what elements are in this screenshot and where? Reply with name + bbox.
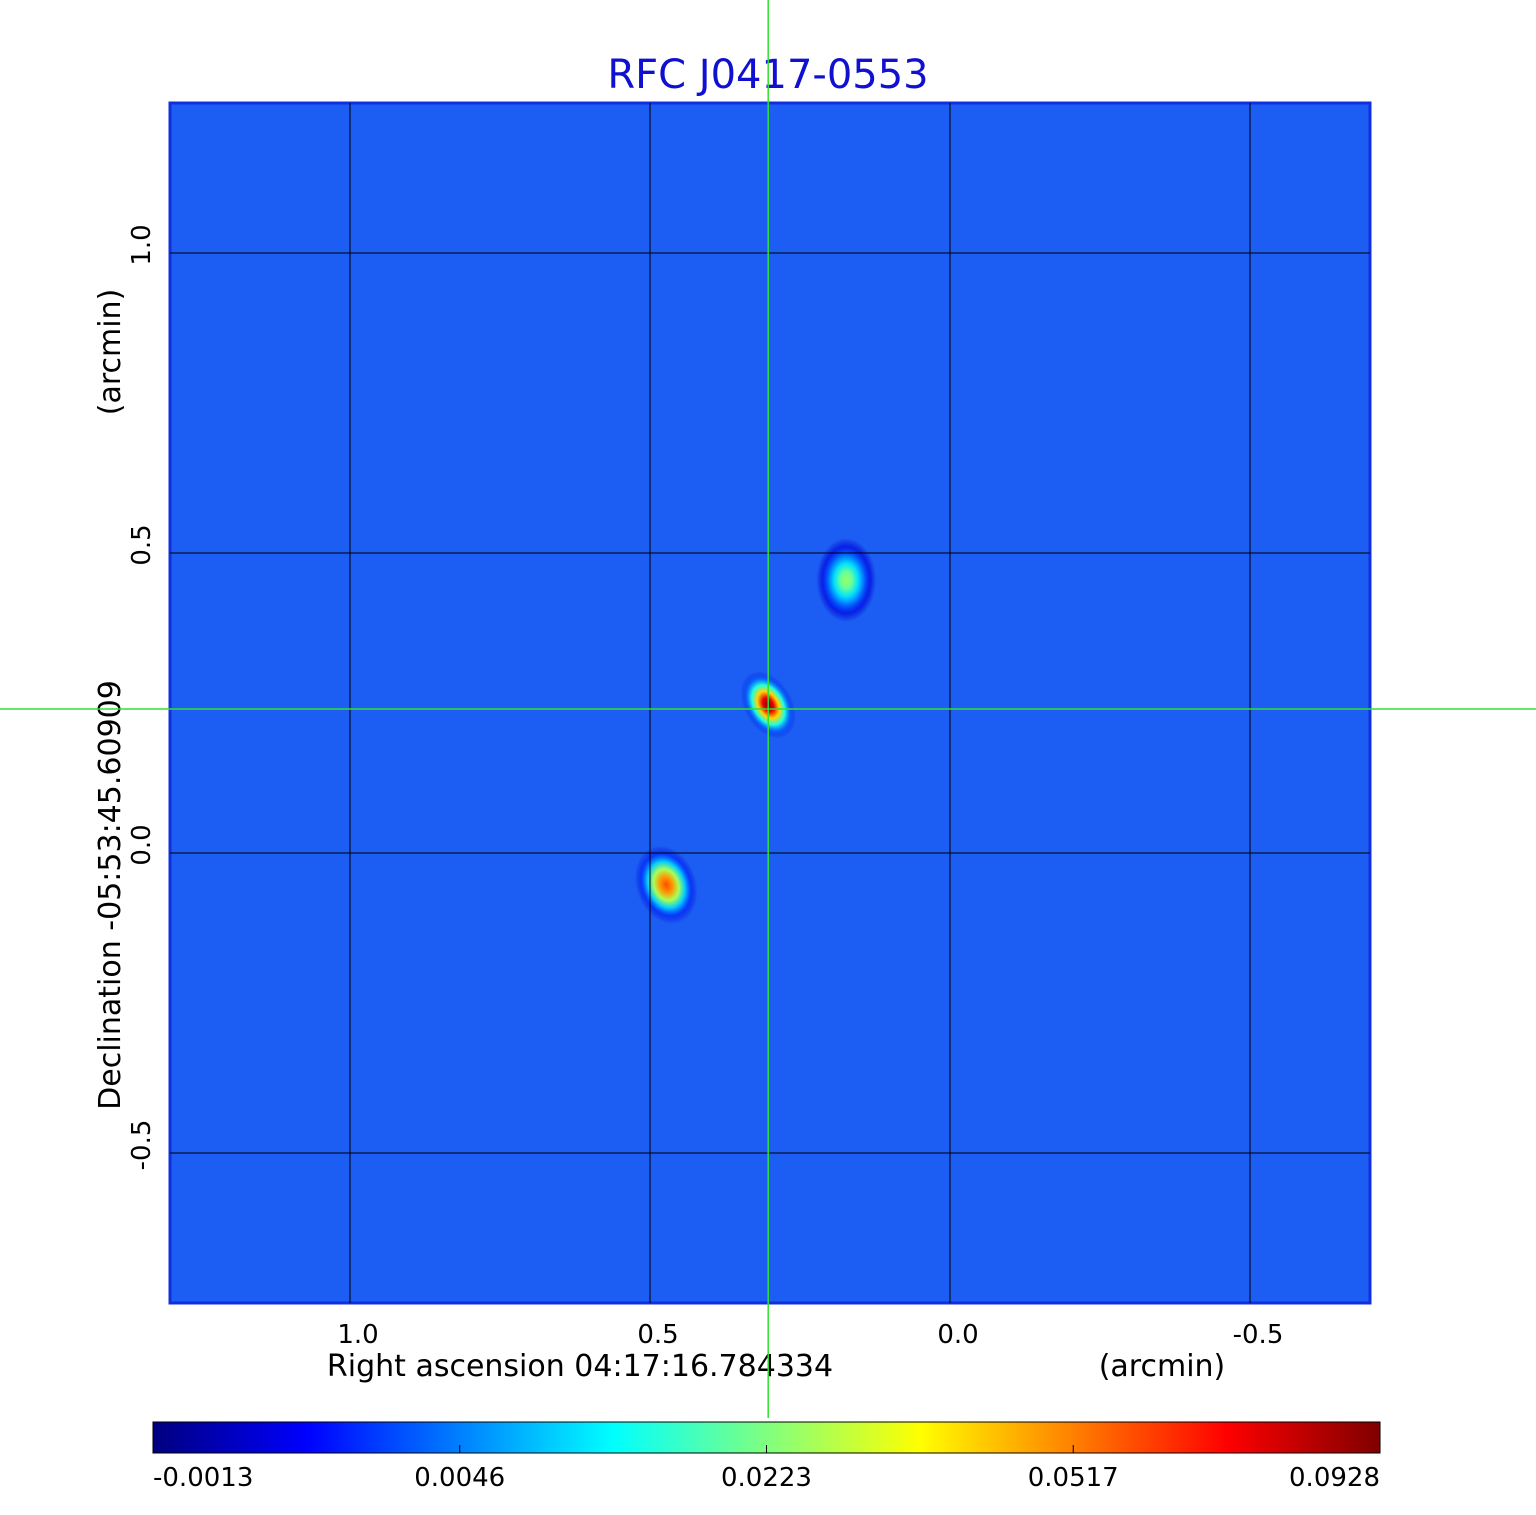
y-axis-unit: (arcmin) bbox=[93, 289, 128, 416]
colorbar-tick-label: 0.0928 bbox=[1289, 1463, 1380, 1493]
source bbox=[816, 538, 877, 622]
y-tick-label: 0.0 bbox=[127, 824, 157, 865]
source bbox=[634, 845, 698, 924]
colorbar-tick-label: 0.0517 bbox=[1028, 1463, 1119, 1493]
y-tick-label: 0.5 bbox=[127, 524, 157, 565]
y-tick-label: 1.0 bbox=[127, 224, 157, 265]
x-axis-label: Right ascension 04:17:16.784334 bbox=[327, 1349, 833, 1384]
colorbar-tick-label: -0.0013 bbox=[153, 1463, 253, 1493]
x-axis-unit: (arcmin) bbox=[1099, 1349, 1226, 1384]
x-tick-label: 1.0 bbox=[337, 1320, 378, 1350]
x-tick-label: -0.5 bbox=[1233, 1320, 1284, 1350]
colorbar-tick-label: 0.0046 bbox=[414, 1463, 505, 1493]
x-tick-label: 0.0 bbox=[937, 1320, 978, 1350]
y-tick-label: -0.5 bbox=[127, 1120, 157, 1171]
colorbar-tick-label: 0.0223 bbox=[721, 1463, 812, 1493]
y-axis-label: Declination -05:53:45.60909 bbox=[93, 680, 128, 1110]
x-tick-label: 0.5 bbox=[637, 1320, 678, 1350]
